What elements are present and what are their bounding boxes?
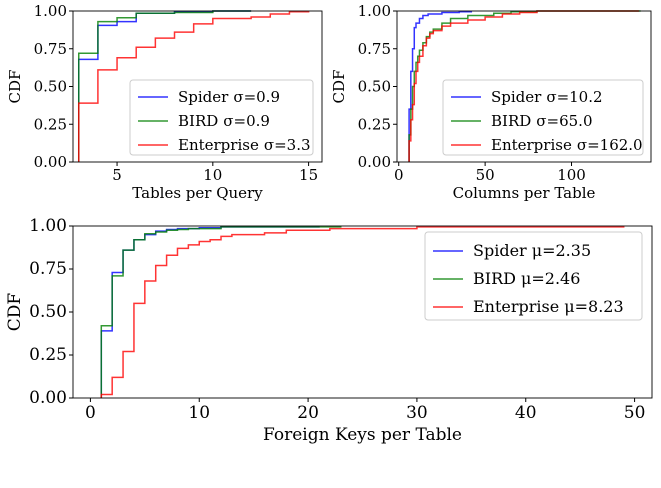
y-tick-label: 0.00 bbox=[358, 153, 391, 171]
y-tick-label: 0.25 bbox=[358, 115, 391, 133]
legend-series-name: BIRD bbox=[473, 269, 516, 288]
legend-series-stat: σ=162.0 bbox=[577, 136, 643, 154]
series-line-bird bbox=[100, 226, 342, 398]
legend: Spider μ=2.35 BIRD μ=2.46 Enterprise μ=8.23 bbox=[424, 231, 643, 321]
legend-box bbox=[129, 79, 314, 156]
y-tick-label: 0.75 bbox=[358, 40, 391, 58]
series-line-spider bbox=[408, 11, 473, 162]
chart-panel-1: 5 10 15 0.00 0.25 0.50 0.75 1.00 Tables per Quer… bbox=[6, 2, 323, 202]
legend-entry-spider: Spider σ=0.9 bbox=[178, 88, 280, 106]
y-tick-label: 0.00 bbox=[29, 388, 67, 408]
y-tick-label: 0.75 bbox=[34, 40, 67, 58]
x-tick-label: 50 bbox=[476, 166, 495, 184]
legend-series-stat: μ=8.23 bbox=[564, 297, 623, 316]
y-tick-label: 1.00 bbox=[358, 2, 391, 20]
y-tick-label: 0.25 bbox=[34, 115, 67, 133]
x-axis-label: Foreign Keys per Table bbox=[263, 425, 462, 445]
y-axis-label: CDF bbox=[5, 293, 25, 332]
chart-panel-3: 0 10 20 30 40 50 0.00 0.25 0.50 0.75 1.00 Foreign K… bbox=[5, 216, 653, 445]
y-tick-label: 0.25 bbox=[29, 345, 67, 365]
y-tick-label: 1.00 bbox=[34, 2, 67, 20]
x-tick-label: 0 bbox=[394, 166, 404, 184]
legend-series-stat: σ=0.9 bbox=[223, 112, 270, 130]
y-tick-label: 0.50 bbox=[358, 78, 391, 96]
series-line-enterprise bbox=[408, 10, 639, 162]
x-axis-label: Tables per Query bbox=[132, 184, 263, 202]
legend-entry-bird: BIRD μ=2.46 bbox=[473, 269, 580, 288]
x-tick-label: 5 bbox=[112, 166, 122, 184]
legend-entry-enterprise: Enterprise μ=8.23 bbox=[473, 297, 624, 316]
legend-series-stat: σ=3.3 bbox=[264, 136, 311, 154]
legend-series-name: Enterprise bbox=[473, 297, 559, 316]
y-axis-label: CDF bbox=[6, 70, 24, 104]
y-tick-label: 0.50 bbox=[34, 78, 67, 96]
legend-entry-bird: BIRD σ=0.9 bbox=[178, 112, 270, 130]
chart-panel-2: 0 50 100 0.00 0.25 0.50 0.75 1.00 Columns per Ta… bbox=[330, 2, 652, 202]
x-tick-label: 50 bbox=[624, 403, 646, 423]
x-axis-label: Columns per Table bbox=[453, 184, 596, 202]
series-line-bird bbox=[77, 10, 252, 162]
legend-box bbox=[424, 231, 643, 321]
x-tick-label: 100 bbox=[557, 166, 586, 184]
series-line-enterprise bbox=[100, 226, 625, 398]
legend-entry-enterprise: Enterprise σ=162.0 bbox=[491, 136, 643, 154]
legend-series-name: Spider bbox=[473, 241, 527, 260]
legend-series-name: Spider bbox=[178, 88, 229, 106]
x-tick-label: 40 bbox=[515, 403, 537, 423]
legend-entry-spider: Spider μ=2.35 bbox=[473, 241, 591, 260]
y-axis-label: CDF bbox=[330, 70, 348, 104]
legend: Spider σ=10.2 BIRD σ=65.0 Enterprise σ=162.0 bbox=[442, 79, 644, 156]
x-tick-label: 10 bbox=[203, 166, 222, 184]
y-tick-label: 0.75 bbox=[29, 259, 67, 279]
legend-series-stat: σ=10.2 bbox=[546, 88, 602, 106]
legend-entry-spider: Spider σ=10.2 bbox=[491, 88, 603, 106]
legend-series-name: Enterprise bbox=[178, 136, 259, 154]
x-tick-label: 0 bbox=[85, 403, 96, 423]
legend-series-name: BIRD bbox=[178, 112, 218, 130]
legend-series-name: Enterprise bbox=[491, 136, 572, 154]
x-tick-label: 20 bbox=[297, 403, 319, 423]
legend-box bbox=[442, 79, 644, 156]
legend-series-stat: μ=2.46 bbox=[521, 269, 580, 288]
x-tick-label: 10 bbox=[188, 403, 210, 423]
y-tick-label: 0.00 bbox=[34, 153, 67, 171]
x-tick-label: 30 bbox=[406, 403, 428, 423]
x-tick-label: 15 bbox=[299, 166, 318, 184]
legend-series-stat: σ=65.0 bbox=[536, 112, 592, 130]
y-tick-label: 0.50 bbox=[29, 302, 67, 322]
series-line-enterprise bbox=[77, 11, 310, 162]
legend-series-stat: μ=2.35 bbox=[532, 241, 591, 260]
legend-entry-enterprise: Enterprise σ=3.3 bbox=[178, 136, 311, 154]
legend-series-name: BIRD bbox=[491, 112, 531, 130]
legend-series-name: Spider bbox=[491, 88, 542, 106]
y-tick-label: 1.00 bbox=[29, 216, 67, 236]
legend-entry-bird: BIRD σ=65.0 bbox=[491, 112, 593, 130]
legend-series-stat: σ=0.9 bbox=[233, 88, 280, 106]
